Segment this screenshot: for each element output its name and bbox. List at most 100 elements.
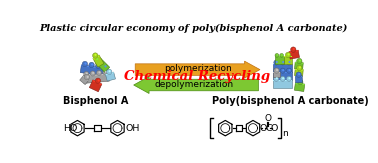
Bar	[83, 73, 109, 83]
Bar	[295, 62, 303, 64]
Circle shape	[275, 53, 279, 57]
Circle shape	[298, 73, 300, 75]
FancyArrow shape	[134, 77, 259, 93]
Bar	[105, 72, 116, 81]
Bar	[273, 72, 280, 77]
Text: OH: OH	[126, 124, 140, 133]
Circle shape	[274, 68, 279, 73]
Circle shape	[274, 68, 279, 73]
Circle shape	[96, 70, 102, 75]
Bar	[273, 72, 280, 73]
Circle shape	[94, 54, 96, 56]
Circle shape	[274, 76, 279, 81]
Bar	[274, 56, 284, 57]
Circle shape	[293, 48, 295, 50]
Circle shape	[280, 68, 285, 73]
Bar	[92, 80, 102, 85]
Bar	[83, 73, 109, 77]
Text: Plastic circular economy of poly(bisphenol A carbonate): Plastic circular economy of poly(bisphen…	[40, 23, 348, 33]
Circle shape	[285, 52, 291, 58]
Circle shape	[104, 65, 107, 67]
Circle shape	[86, 73, 88, 74]
Circle shape	[280, 60, 285, 65]
Bar	[289, 50, 298, 53]
Bar	[294, 83, 305, 91]
Bar	[289, 50, 299, 59]
Bar	[273, 72, 292, 73]
Text: Bisphenol A: Bisphenol A	[63, 96, 129, 106]
Text: n: n	[282, 129, 288, 138]
Text: O: O	[265, 114, 272, 123]
Circle shape	[84, 72, 89, 77]
Bar	[273, 72, 292, 80]
Bar	[294, 69, 303, 76]
Bar	[273, 80, 292, 88]
Circle shape	[93, 53, 98, 58]
Bar	[273, 64, 292, 72]
Circle shape	[84, 62, 87, 65]
Text: Chemical Recycling: Chemical Recycling	[124, 70, 270, 83]
Circle shape	[276, 61, 278, 63]
Circle shape	[296, 72, 301, 77]
Text: O: O	[270, 124, 277, 133]
Text: C: C	[265, 124, 272, 133]
Circle shape	[300, 81, 302, 83]
Bar	[295, 76, 302, 77]
Bar	[81, 65, 108, 70]
Circle shape	[90, 71, 95, 76]
Bar	[295, 76, 302, 83]
Circle shape	[99, 71, 101, 73]
Bar	[273, 64, 292, 65]
Circle shape	[274, 60, 279, 65]
Circle shape	[297, 58, 302, 64]
Circle shape	[288, 53, 290, 55]
Circle shape	[96, 63, 101, 69]
Circle shape	[287, 68, 291, 73]
Bar	[284, 56, 292, 57]
Bar	[93, 55, 104, 67]
Circle shape	[276, 69, 278, 71]
Circle shape	[287, 60, 291, 65]
Circle shape	[84, 74, 90, 80]
Circle shape	[281, 54, 283, 56]
Circle shape	[98, 79, 100, 82]
Circle shape	[95, 78, 101, 83]
Circle shape	[92, 72, 94, 74]
Bar	[89, 80, 102, 92]
Bar	[294, 62, 303, 70]
Circle shape	[299, 66, 301, 68]
Circle shape	[276, 54, 278, 56]
Circle shape	[82, 61, 88, 67]
Circle shape	[297, 65, 302, 71]
Circle shape	[94, 57, 100, 62]
Circle shape	[299, 59, 301, 62]
Circle shape	[282, 61, 284, 63]
Circle shape	[280, 76, 285, 81]
Circle shape	[276, 69, 278, 71]
Bar	[93, 55, 100, 60]
Circle shape	[291, 47, 296, 52]
Bar	[105, 72, 114, 75]
Bar	[80, 76, 89, 85]
Bar	[284, 56, 292, 64]
Circle shape	[89, 62, 94, 68]
Circle shape	[105, 71, 107, 73]
Bar	[96, 58, 102, 65]
Circle shape	[288, 61, 290, 63]
Circle shape	[108, 70, 111, 72]
Circle shape	[282, 69, 284, 71]
Text: HO: HO	[64, 124, 78, 133]
Circle shape	[87, 76, 89, 78]
Bar	[274, 56, 284, 64]
Text: O: O	[259, 124, 267, 133]
Bar	[80, 65, 108, 76]
Circle shape	[96, 58, 98, 60]
Circle shape	[107, 69, 112, 75]
Circle shape	[288, 69, 290, 71]
Circle shape	[282, 77, 284, 79]
Circle shape	[287, 76, 291, 81]
Bar	[273, 80, 292, 81]
Circle shape	[103, 70, 108, 75]
Circle shape	[98, 64, 100, 67]
Bar	[96, 58, 110, 72]
